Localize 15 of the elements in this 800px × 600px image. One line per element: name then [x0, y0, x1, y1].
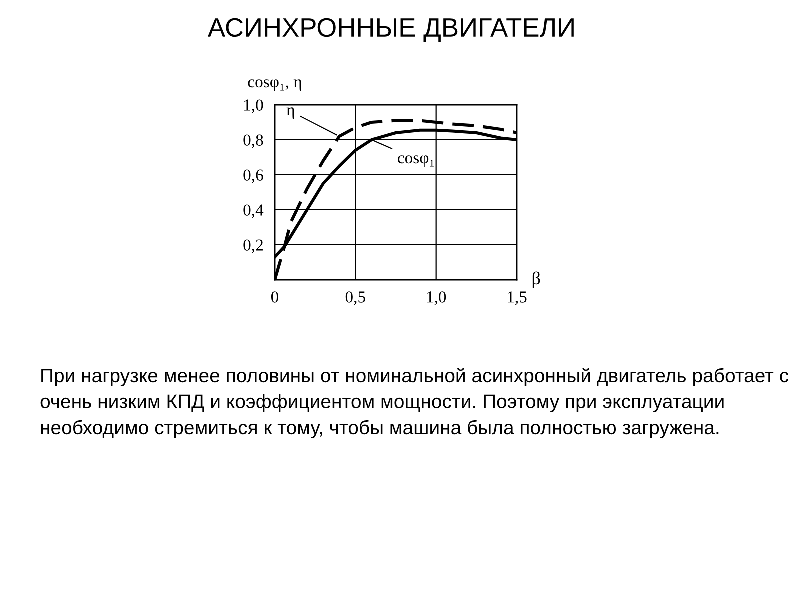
x-tick-label: 0,5	[346, 292, 366, 306]
y-tick-label: 1,0	[244, 100, 264, 114]
x-tick-label: 0	[271, 292, 279, 303]
y-tick-label: 0,6	[244, 170, 264, 184]
x-tick-label: 1,0	[427, 292, 446, 306]
y-tick-label: 0,8	[244, 134, 264, 148]
chart-title: АСИНХРОННЫЕ ДВИГАТЕЛИ	[208, 18, 574, 42]
y-tick-label: 0,4	[244, 204, 264, 218]
text: При нагрузке менее половины от номинальной асинхронный двигатель работает с очень низким КПД и коэффициентом мощности. Поэтому при эксплуатации необходимо стремиться к тому, чтобы машина была полностью загружена.	[40, 368, 789, 438]
legend-label: cosφ₁	[398, 156, 434, 167]
x-tick-label: 1,5	[508, 292, 527, 306]
y-axis-title: cosφ₁, η	[248, 80, 302, 91]
text: η	[286, 108, 294, 120]
x-axis-title: β	[532, 272, 540, 288]
y-tick-label: 0,2	[244, 240, 263, 254]
